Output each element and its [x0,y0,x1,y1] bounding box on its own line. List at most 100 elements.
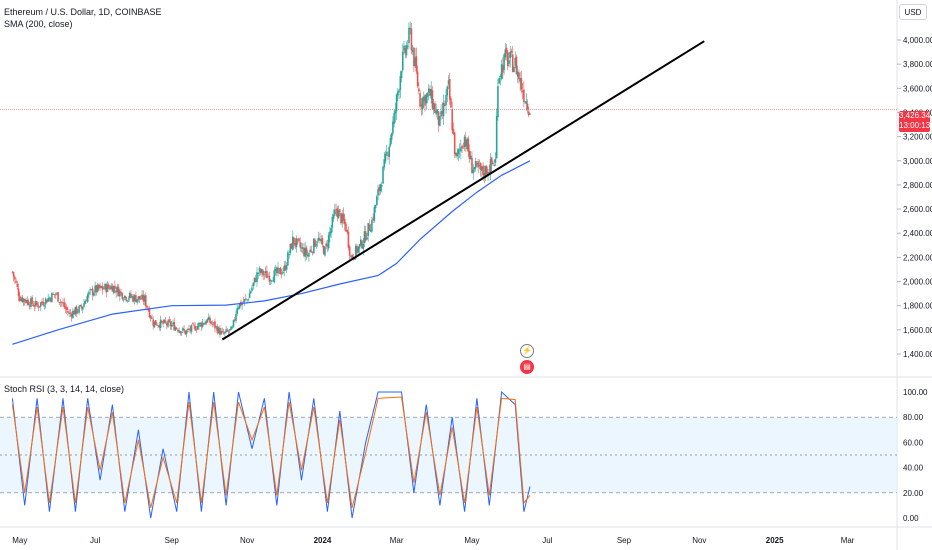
candle-body [304,247,306,257]
us-flag-icon[interactable]: ▤ [520,360,534,374]
candle-body [132,296,135,302]
candle-body [519,78,521,82]
candle-body [235,313,237,321]
candle-body [142,294,145,302]
candle-body [421,98,424,110]
candle-body [109,287,111,290]
candle-body [487,172,489,174]
candle-body [439,116,441,127]
candle-body [162,321,164,324]
candle-body [188,328,190,330]
candle-body [409,28,411,30]
candle-body [399,76,402,91]
candle-body [347,231,350,248]
candle-body [203,323,205,325]
candle-body [224,331,226,334]
candle-body [369,230,372,232]
candle-body [165,323,168,326]
candle-body [247,299,250,301]
candle-body [434,103,436,113]
stoch-tick-label: 60.00 [903,438,924,447]
candle-body [324,246,326,256]
candle-body [170,324,173,327]
candle-body [358,244,361,249]
candle-body [23,299,26,302]
candle-body [214,321,216,329]
candle-body [348,246,351,256]
candle-body [78,306,80,313]
candle-body [455,152,457,156]
candle-body [322,245,325,255]
candle-body [435,110,437,115]
candle-body [284,265,287,270]
candle-body [326,244,329,247]
stoch-rsi-legend[interactable]: Stoch RSI (3, 3, 14, 14, close) [4,384,125,394]
candle-body [144,295,147,307]
candle-body [194,325,197,331]
candle-body [131,296,134,298]
candle-body [525,101,528,105]
candle-body [293,237,295,245]
candle-body [355,245,357,259]
candle-body [151,318,153,319]
candle-body [22,298,25,303]
last-price-value: 3,426.34 [899,111,931,120]
candle-body [437,111,440,126]
candle-body [504,49,507,58]
candle-body [125,296,127,301]
candle-body [246,299,248,301]
candle-body [436,109,439,114]
candle-body [317,237,320,241]
candle-body [356,245,358,253]
candle-body [495,115,498,159]
candle-body [111,285,114,292]
candle-body [208,316,210,320]
stoch-rsi-lines [11,390,531,519]
candle-body [379,184,382,192]
candle-body [94,285,96,293]
candle-body [341,213,344,223]
candle-body [490,157,493,165]
time-tick-label: Mar [390,536,404,545]
lightning-icon[interactable]: ⚡ [520,344,534,358]
last-price-label: 3,426.34 13:00:13 [899,111,930,132]
candle-body [167,320,169,327]
candle-body [122,299,125,301]
candle-body [253,277,256,283]
stoch-rsi-panel [0,416,897,494]
candle-body [216,326,219,334]
candle-body [309,249,311,253]
sma-legend[interactable]: SMA (200, close) [4,19,73,29]
candle-body [259,269,262,274]
candle-body [462,147,465,149]
candle-body [90,289,93,291]
candle-body [251,287,253,291]
candle-body [456,153,458,157]
candle-body [280,273,283,275]
candle-body [31,297,33,304]
candle-body [18,296,21,302]
candle-body [272,280,274,282]
symbol-legend[interactable]: Ethereum / U.S. Dollar, 1D, COINBASE [4,7,162,17]
currency-selector[interactable]: USD [899,4,927,20]
candle-body [42,302,45,306]
candle-body [416,71,419,87]
candle-body [41,301,43,303]
candle-body [51,293,53,303]
candle-body [357,247,360,253]
candle-body [96,284,99,292]
candle-body [447,80,450,85]
candle-body [411,49,414,52]
candle-body [482,165,484,175]
candle-body [164,320,167,323]
candle-body [510,50,513,53]
candle-body [451,109,454,131]
price-tick-label: 2,200.00 [903,253,932,262]
candle-body [443,104,446,106]
candle-body [44,298,47,305]
candle-body [33,305,36,307]
candle-body [11,271,14,273]
candle-body [406,45,409,47]
candle-body [420,104,423,107]
